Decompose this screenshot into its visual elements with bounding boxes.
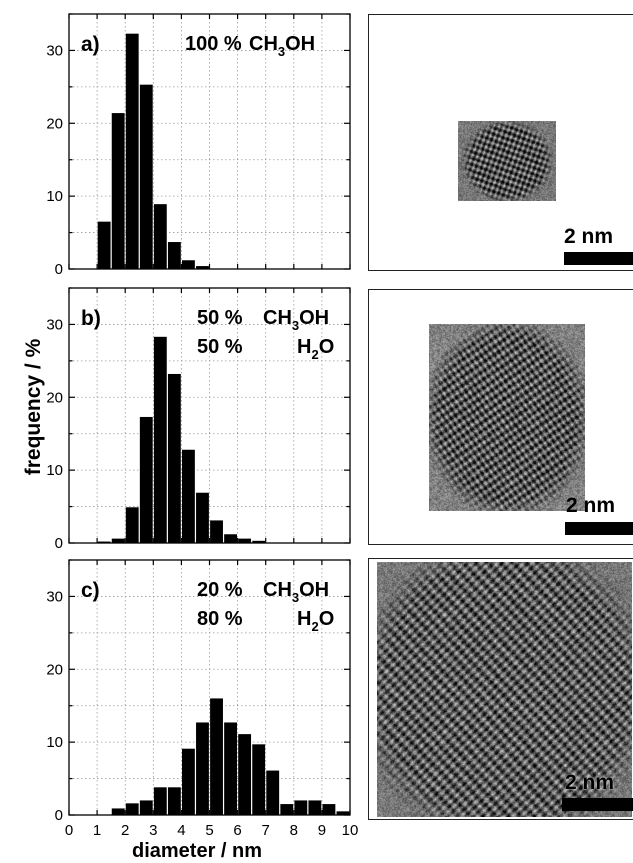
x-tick-label-c: 3 (149, 822, 157, 839)
tem-nanoparticle-b (429, 324, 585, 511)
composition-species-b: CH3OH (263, 307, 329, 333)
bar-a (139, 84, 153, 270)
bar-b (238, 538, 252, 543)
bar-b (167, 373, 181, 543)
y-tick-label-b: 30 (46, 316, 63, 333)
panel-label-a: a) (81, 33, 100, 56)
y-tick-label-b: 0 (55, 535, 63, 552)
bar-c (280, 804, 294, 815)
scale-bar-label-c: 2 nm (565, 771, 615, 794)
bar-b (111, 538, 125, 543)
y-tick-label-b: 20 (46, 389, 63, 406)
y-tick-label-a: 10 (46, 188, 63, 205)
bar-c (266, 770, 280, 815)
bar-c (308, 800, 322, 815)
composition-percent-b: 50 % (197, 307, 243, 329)
bar-c (224, 722, 237, 815)
x-tick-label-c: 4 (177, 822, 185, 839)
x-tick-label-c: 1 (93, 822, 101, 839)
y-axis-label: frequency / % (22, 338, 45, 476)
bar-c (252, 744, 266, 815)
y-tick-label-c: 10 (46, 734, 63, 751)
bar-b (224, 534, 237, 543)
x-tick-label-c: 10 (342, 822, 359, 839)
scale-bar-label-a: 2 nm (564, 225, 614, 248)
bar-b (139, 416, 153, 543)
composition-percent-c: 20 % (197, 579, 243, 601)
bar-c (210, 698, 223, 815)
bar-c (139, 800, 153, 815)
bar-c (322, 804, 336, 815)
y-tick-label-c: 30 (46, 588, 63, 605)
x-tick-label-c: 2 (121, 822, 129, 839)
bar-b (252, 540, 266, 543)
y-tick-label-c: 0 (55, 807, 63, 824)
y-tick-label-c: 20 (46, 661, 63, 678)
composition-species-b: H2O (297, 336, 334, 362)
tem-nanoparticle-a (458, 121, 556, 201)
bar-c (336, 811, 350, 815)
bar-a (196, 266, 209, 269)
x-tick-label-c: 6 (233, 822, 241, 839)
composition-species-c: H2O (297, 608, 334, 634)
tem-image-b: 2 nm (368, 289, 633, 545)
tem-image-a: 2 nm (368, 14, 633, 271)
bar-a (111, 113, 125, 269)
bar-c (153, 787, 167, 815)
composition-percent-c: 80 % (197, 608, 243, 630)
x-tick-label-c: 8 (290, 822, 298, 839)
bar-c (238, 734, 252, 815)
bar-b (182, 449, 195, 543)
x-tick-label-c: 9 (318, 822, 326, 839)
bar-a (125, 33, 139, 269)
scale-bar-c (562, 798, 633, 811)
bar-b (153, 336, 167, 543)
panel-label-b: b) (81, 307, 101, 330)
x-tick-label-c: 7 (262, 822, 270, 839)
bar-c (196, 722, 209, 815)
bar-c (182, 748, 195, 815)
tem-image-c: 2 nm (368, 558, 633, 820)
bar-b (210, 520, 223, 543)
composition-species-a: CH3OH (249, 33, 315, 59)
bar-b (97, 541, 111, 543)
y-tick-label-a: 20 (46, 115, 63, 132)
scale-bar-a (564, 252, 633, 265)
composition-species-c: CH3OH (263, 579, 329, 605)
y-tick-label-a: 0 (55, 261, 63, 278)
bar-b (125, 507, 139, 543)
x-tick-label-c: 0 (65, 822, 73, 839)
x-tick-label-c: 5 (205, 822, 213, 839)
y-tick-label-a: 30 (46, 42, 63, 59)
bar-c (125, 803, 139, 815)
scale-bar-b (565, 522, 633, 535)
bar-a (167, 242, 181, 269)
bar-b (196, 492, 209, 543)
scale-bar-label-b: 2 nm (566, 494, 616, 517)
bar-a (182, 260, 195, 269)
x-axis-label: diameter / nm (132, 840, 263, 862)
bar-a (97, 221, 111, 269)
bar-c (167, 787, 181, 815)
y-tick-label-b: 10 (46, 462, 63, 479)
composition-percent-a: 100 % (185, 33, 242, 55)
tem-nanoparticle-c (377, 562, 632, 817)
panel-label-c: c) (81, 579, 100, 602)
composition-percent-b: 50 % (197, 336, 243, 358)
bar-c (294, 800, 308, 815)
bar-a (153, 204, 167, 269)
bar-c (111, 808, 125, 815)
